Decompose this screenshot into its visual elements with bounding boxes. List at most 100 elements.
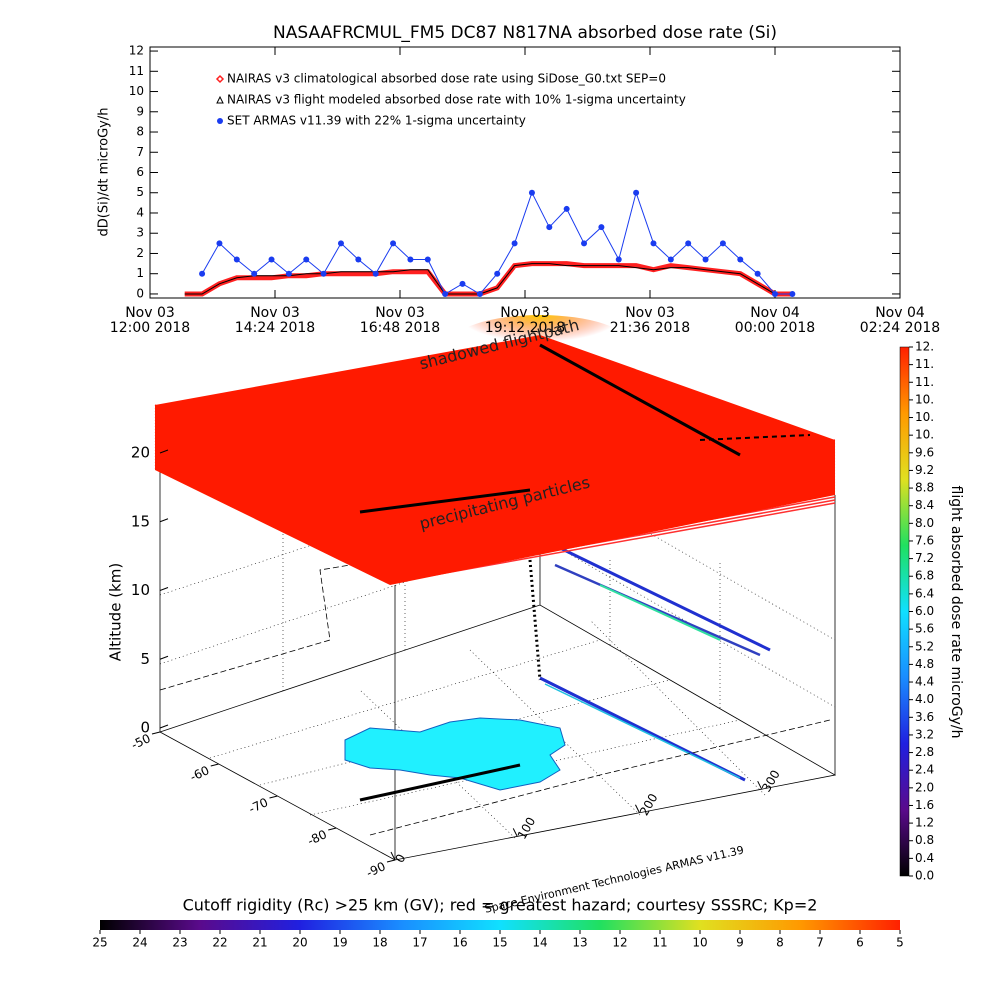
y-tick-label: 1 bbox=[136, 266, 144, 280]
colorbar-tick-label: 1.2 bbox=[915, 816, 934, 830]
data-point bbox=[667, 256, 674, 263]
data-point bbox=[650, 240, 657, 247]
colorbar-tick-label: 4.0 bbox=[915, 692, 934, 706]
colorbar-tick-label: 9.6 bbox=[915, 445, 934, 459]
y-tick-label: 4 bbox=[136, 205, 144, 219]
colorbar-tick-label: 2.0 bbox=[915, 780, 934, 794]
data-point bbox=[685, 240, 692, 247]
x-tick-label: Nov 04 bbox=[875, 305, 925, 321]
altitude-trace bbox=[159, 564, 351, 691]
data-point bbox=[285, 270, 292, 277]
data-point bbox=[737, 256, 744, 263]
colorbar-tick-label: 6.0 bbox=[915, 604, 934, 618]
x-tick-label: 16:48 2018 bbox=[360, 320, 440, 336]
y-tick-label: 5 bbox=[136, 185, 144, 199]
colorbar bbox=[100, 920, 900, 930]
colorbar-tick-label: 7.2 bbox=[915, 551, 934, 565]
data-point bbox=[633, 189, 640, 196]
x-tick-label: 00:00 2018 bbox=[735, 320, 815, 336]
scene-3d bbox=[154, 315, 837, 861]
z-tick-label: 5 bbox=[140, 650, 150, 668]
x-tick bbox=[390, 851, 396, 861]
flight-projection bbox=[539, 676, 746, 782]
colorbar-tick-label: 24 bbox=[132, 936, 147, 950]
y-tick-label: -90 bbox=[364, 859, 388, 880]
colorbar-title: flight absorbed dose rate microGy/h bbox=[948, 486, 964, 739]
data-point bbox=[251, 270, 258, 277]
z-tick bbox=[159, 449, 169, 454]
antarctica bbox=[344, 717, 566, 791]
x-tick-label: 0 bbox=[393, 852, 409, 866]
colorbar-tick-label: 0.8 bbox=[915, 833, 934, 847]
colorbar-tick-label: 20 bbox=[292, 936, 307, 950]
y-axis-label: dD(Si)/dt microGy/h bbox=[97, 108, 112, 237]
colorbar-tick-label: 7.6 bbox=[915, 533, 934, 547]
y-tick-label: 6 bbox=[136, 165, 144, 179]
data-point bbox=[407, 256, 414, 263]
data-point bbox=[372, 270, 379, 277]
x-tick-label: 12:00 2018 bbox=[110, 320, 190, 336]
x-tick-label: Nov 03 bbox=[250, 305, 300, 321]
ground-track bbox=[359, 763, 521, 802]
data-point bbox=[390, 240, 397, 247]
data-point bbox=[789, 290, 796, 297]
colorbar-tick-label: 5.6 bbox=[915, 622, 934, 636]
shadowed-path bbox=[359, 488, 531, 514]
y-tick-label: 7 bbox=[136, 145, 144, 159]
colorbar-tick-label: 12. bbox=[915, 340, 934, 354]
vertical-profile bbox=[528, 559, 542, 681]
colorbar-tick-label: 8.0 bbox=[915, 516, 934, 530]
x-tick-label: 02:24 2018 bbox=[860, 320, 940, 336]
legend-label: NAIRAS v3 flight modeled absorbed dose r… bbox=[227, 93, 686, 107]
data-point bbox=[424, 256, 431, 263]
colorbar-tick-label: 6 bbox=[856, 936, 864, 950]
data-point bbox=[772, 290, 778, 297]
colorbar-tick-label: 8.4 bbox=[915, 498, 934, 512]
z-tick-label: 0 bbox=[140, 719, 150, 737]
x-tick-label: 14:24 2018 bbox=[235, 320, 315, 336]
x-tick-label: 300 bbox=[759, 768, 783, 795]
colorbar-tick-label: 2.4 bbox=[915, 763, 934, 777]
colorbar-tick-label: 10. bbox=[915, 410, 934, 424]
data-point bbox=[546, 224, 553, 231]
x-tick bbox=[634, 804, 640, 814]
y-tick-label: 8 bbox=[136, 125, 144, 139]
colorbar-tick-label: 4.8 bbox=[915, 657, 934, 671]
y-tick-label: -70 bbox=[247, 795, 271, 816]
data-point bbox=[337, 240, 344, 247]
data-point bbox=[199, 270, 206, 277]
y-tick-label: 0 bbox=[136, 286, 144, 300]
data-point bbox=[355, 256, 362, 263]
flight-wall bbox=[559, 546, 771, 652]
legend-label: SET ARMAS v11.39 with 22% 1-sigma uncert… bbox=[227, 114, 526, 128]
colorbar-tick-label: 2.8 bbox=[915, 745, 934, 759]
data-point bbox=[216, 240, 223, 247]
legend-marker bbox=[216, 95, 224, 104]
y-tick-label: 2 bbox=[136, 246, 144, 260]
legend-marker bbox=[215, 74, 225, 84]
colorbar-tick-label: 0.0 bbox=[915, 869, 934, 883]
x-tick-label: Nov 04 bbox=[750, 305, 800, 321]
z-tick bbox=[159, 655, 169, 660]
x-tick-label: 21:36 2018 bbox=[610, 320, 690, 336]
colorbar bbox=[899, 346, 910, 877]
x-tick-label: 200 bbox=[637, 791, 661, 818]
x-tick-label: 19:12 2018 bbox=[485, 320, 565, 336]
y-tick-label: 10 bbox=[129, 84, 144, 98]
data-point bbox=[476, 290, 483, 297]
y-tick-label: -80 bbox=[305, 827, 329, 848]
x-tick-label: Nov 03 bbox=[500, 305, 550, 321]
flight-wall bbox=[554, 563, 761, 657]
data-point bbox=[719, 240, 726, 247]
y-tick-label: 3 bbox=[136, 226, 144, 240]
z-axis-label: Altitude (km) bbox=[107, 563, 125, 661]
chart-title: NASAAFRCMUL_FM5 DC87 N817NA absorbed dos… bbox=[273, 23, 777, 43]
colorbar-tick-label: 23 bbox=[172, 936, 187, 950]
box-frame bbox=[159, 470, 837, 861]
colorbar-tick-label: 8 bbox=[776, 936, 784, 950]
colorbar-tick-label: 6.4 bbox=[915, 586, 934, 600]
colorbar-title: Cutoff rigidity (Rc) >25 km (GV); red = … bbox=[183, 896, 818, 915]
data-point bbox=[615, 256, 622, 263]
colorbar-tick-label: 15 bbox=[492, 936, 507, 950]
colorbar-tick-label: 18 bbox=[372, 936, 387, 950]
